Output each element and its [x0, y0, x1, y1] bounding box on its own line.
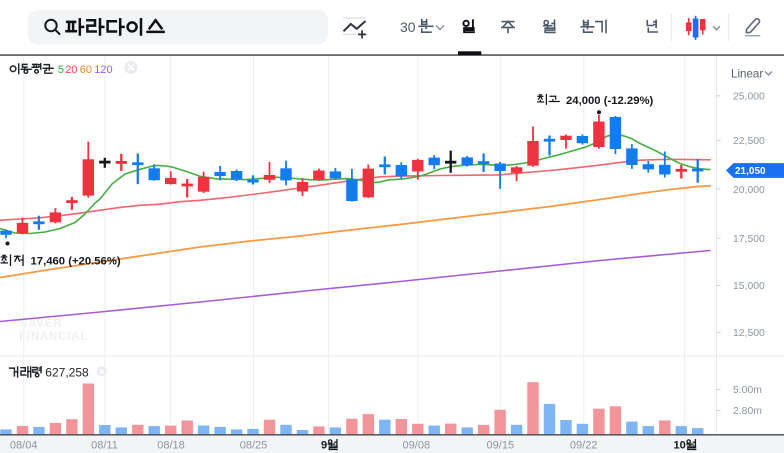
svg-text:08/18: 08/18 — [157, 440, 185, 452]
svg-text:20,000: 20,000 — [733, 185, 765, 196]
svg-text:08/25: 08/25 — [240, 440, 268, 452]
svg-text:120: 120 — [94, 64, 112, 76]
svg-text:08/11: 08/11 — [91, 440, 118, 452]
svg-text:15,000: 15,000 — [733, 281, 765, 292]
svg-text:5: 5 — [58, 64, 64, 76]
svg-text:NAVER: NAVER — [19, 318, 62, 330]
svg-text:24,000 (-12.29%): 24,000 (-12.29%) — [566, 95, 654, 107]
svg-text:10: 10 — [674, 440, 686, 452]
svg-text:21,050: 21,050 — [735, 166, 766, 177]
svg-text:5.00m: 5.00m — [733, 385, 762, 396]
svg-text:09/08: 09/08 — [403, 440, 431, 452]
svg-text:17,500: 17,500 — [733, 234, 765, 245]
svg-text:09/22: 09/22 — [570, 440, 598, 452]
svg-text:60: 60 — [80, 64, 92, 76]
svg-text:30: 30 — [400, 19, 416, 35]
svg-text:08/04: 08/04 — [10, 440, 38, 452]
svg-text:FINANCIAL: FINANCIAL — [19, 331, 88, 343]
svg-text:627,258: 627,258 — [45, 365, 89, 379]
svg-text:17,460 (+20.56%): 17,460 (+20.56%) — [31, 255, 121, 267]
svg-text:09/15: 09/15 — [487, 440, 515, 452]
svg-text:12,500: 12,500 — [733, 328, 765, 339]
svg-text:22,500: 22,500 — [733, 136, 765, 147]
svg-text:9: 9 — [321, 440, 327, 452]
svg-text:Linear: Linear — [731, 67, 763, 80]
svg-text:20: 20 — [65, 64, 77, 76]
svg-text:2.80m: 2.80m — [733, 406, 762, 417]
svg-text:25,000: 25,000 — [733, 92, 765, 103]
